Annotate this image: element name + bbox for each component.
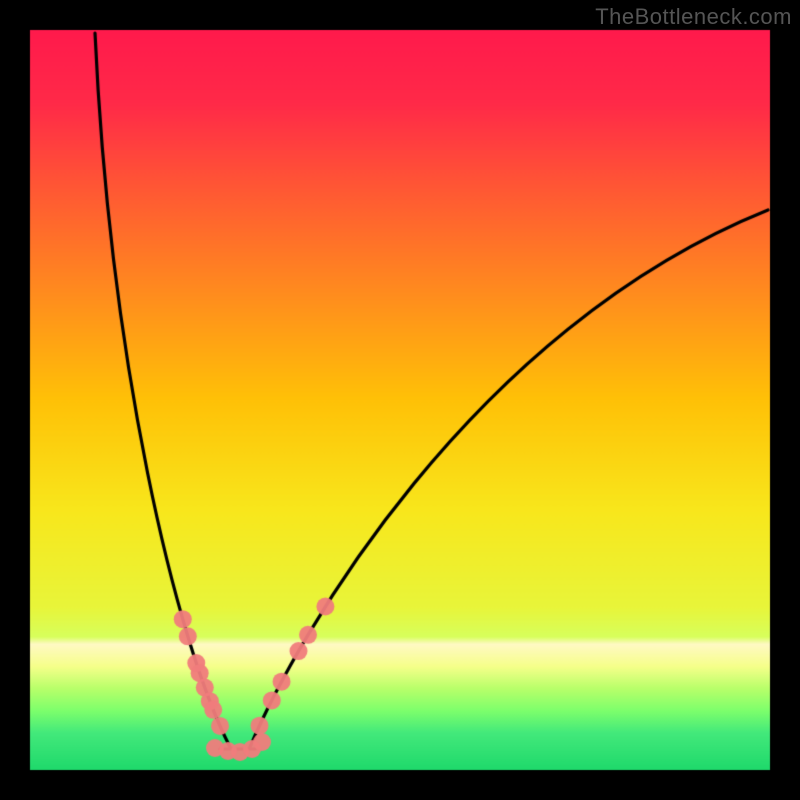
- chart-canvas: [0, 0, 800, 800]
- chart-stage: TheBottleneck.com: [0, 0, 800, 800]
